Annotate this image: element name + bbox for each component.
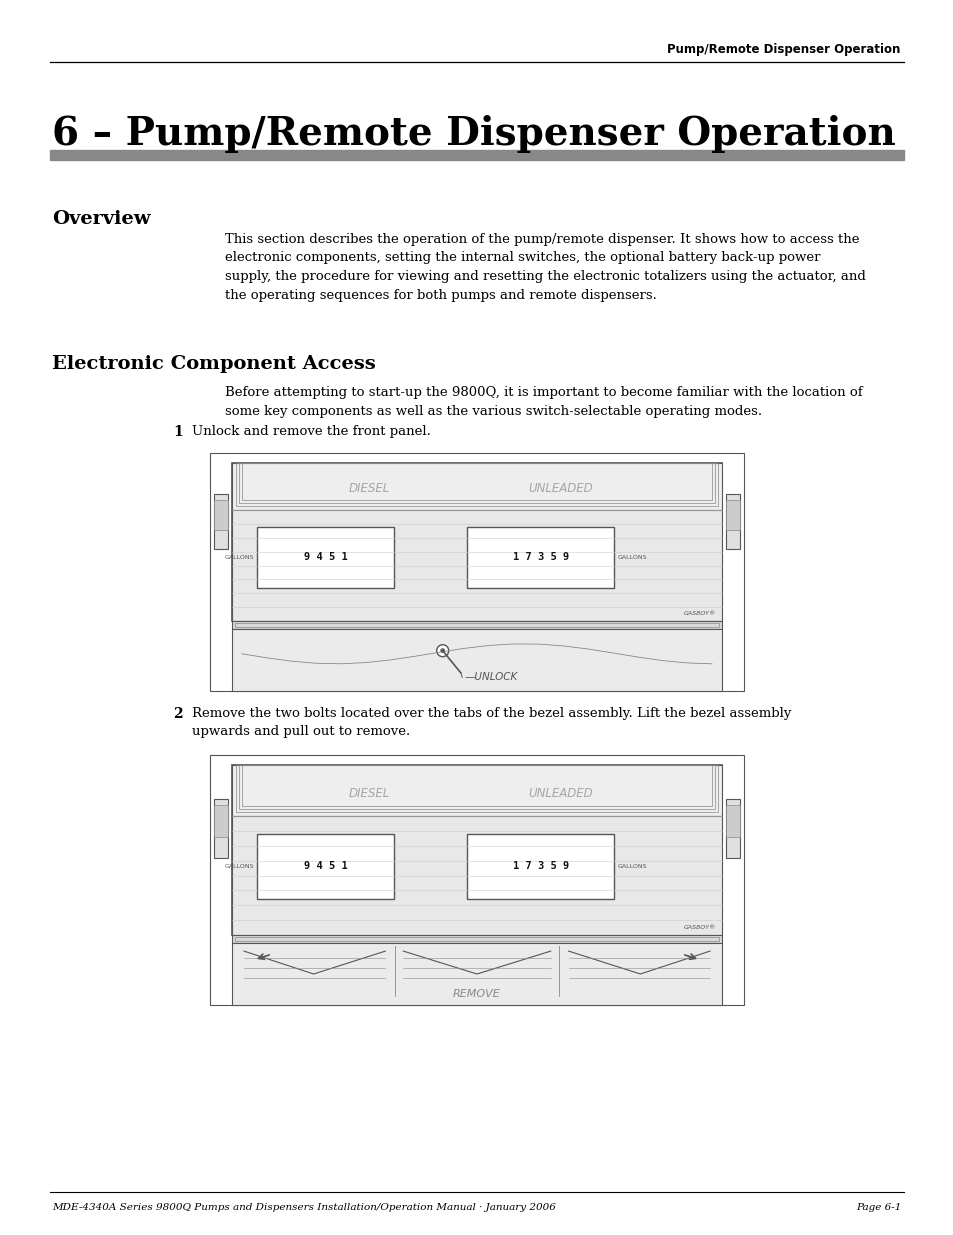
Bar (232, 510, 721, 621)
Circle shape (436, 645, 448, 657)
Text: 2: 2 (173, 706, 183, 721)
Bar (232, 629, 721, 692)
Text: GALLONS: GALLONS (224, 555, 253, 559)
Text: Overview: Overview (52, 210, 151, 228)
Bar (213, 805, 228, 837)
Text: Pump/Remote Dispenser Operation: Pump/Remote Dispenser Operation (666, 43, 899, 57)
Text: GALLONS: GALLONS (224, 863, 253, 869)
Bar (232, 816, 721, 935)
Bar (242, 463, 711, 500)
Text: 6 – Pump/Remote Dispenser Operation: 6 – Pump/Remote Dispenser Operation (52, 115, 895, 153)
Text: —UNLOCK: —UNLOCK (464, 672, 517, 683)
Bar (256, 526, 394, 588)
Text: 1: 1 (173, 425, 183, 438)
Text: Page 6-1: Page 6-1 (856, 1203, 901, 1212)
Text: GASBOY®: GASBOY® (683, 925, 716, 930)
Bar (242, 764, 711, 806)
Bar (213, 494, 228, 550)
Bar (232, 944, 721, 1005)
Bar (50, 149, 903, 161)
Bar (232, 463, 721, 510)
Text: GASBOY®: GASBOY® (683, 611, 716, 616)
Text: Remove the two bolts located over the tabs of the bezel assembly. Lift the bezel: Remove the two bolts located over the ta… (192, 706, 791, 739)
Bar (232, 463, 721, 621)
Text: UNLEADED: UNLEADED (527, 787, 592, 799)
Bar (725, 499, 740, 530)
Text: REMOVE: REMOVE (453, 989, 500, 999)
Bar (232, 621, 721, 629)
Bar (235, 764, 718, 811)
Bar (467, 526, 614, 588)
Bar (234, 937, 719, 941)
Text: Before attempting to start-up the 9800Q, it is important to become familiar with: Before attempting to start-up the 9800Q,… (225, 387, 862, 417)
Bar (213, 499, 228, 530)
Text: This section describes the operation of the pump/remote dispenser. It shows how : This section describes the operation of … (225, 233, 865, 301)
Text: DIESEL: DIESEL (348, 483, 390, 495)
Text: 9 4 5 1: 9 4 5 1 (303, 861, 347, 872)
Bar (239, 463, 714, 503)
Bar (232, 935, 721, 944)
Bar (232, 764, 721, 816)
Bar (467, 834, 614, 899)
Bar (725, 799, 740, 858)
Bar (239, 764, 714, 809)
Bar (232, 764, 721, 935)
Circle shape (440, 648, 444, 653)
Text: GALLONS: GALLONS (617, 863, 646, 869)
Text: 1 7 3 5 9: 1 7 3 5 9 (512, 552, 568, 562)
Bar (210, 755, 743, 1005)
Bar (234, 622, 719, 627)
Bar (235, 463, 718, 506)
Text: DIESEL: DIESEL (348, 787, 390, 799)
Text: GALLONS: GALLONS (617, 555, 646, 559)
Bar (210, 453, 743, 692)
Text: 9 4 5 1: 9 4 5 1 (303, 552, 347, 562)
Text: Unlock and remove the front panel.: Unlock and remove the front panel. (192, 425, 431, 438)
Bar (256, 834, 394, 899)
Text: Electronic Component Access: Electronic Component Access (52, 354, 375, 373)
Bar (725, 494, 740, 550)
Bar (213, 799, 228, 858)
Text: MDE-4340A Series 9800Q Pumps and Dispensers Installation/Operation Manual · Janu: MDE-4340A Series 9800Q Pumps and Dispens… (52, 1203, 556, 1212)
Text: 1 7 3 5 9: 1 7 3 5 9 (512, 861, 568, 872)
Bar (725, 805, 740, 837)
Text: UNLEADED: UNLEADED (527, 483, 592, 495)
